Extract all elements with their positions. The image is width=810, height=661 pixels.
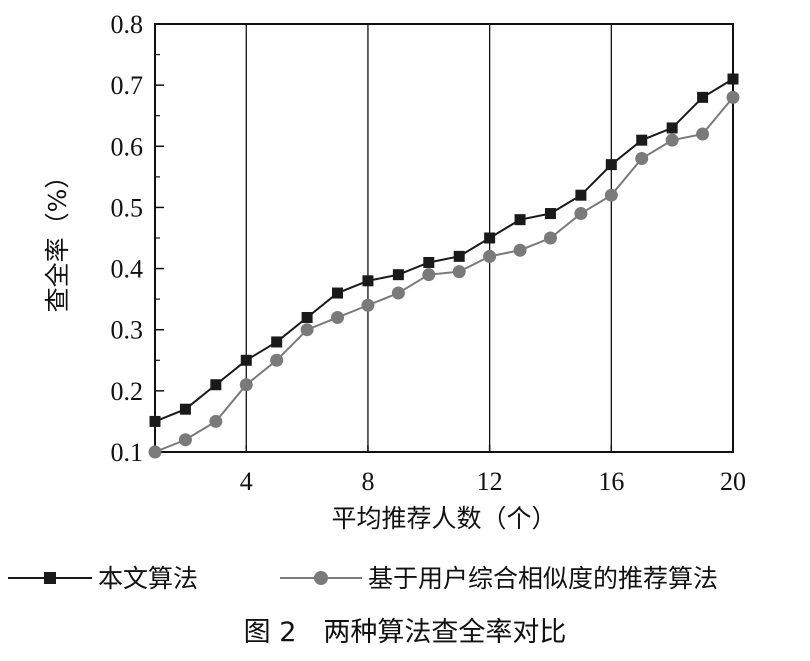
data-point-square: [271, 336, 283, 348]
data-point-square: [179, 403, 191, 415]
data-point-square: [697, 91, 709, 103]
data-point-square: [605, 159, 617, 171]
data-point-circle: [726, 90, 740, 104]
data-point-circle: [696, 127, 710, 141]
data-point-circle: [513, 243, 527, 257]
data-point-circle: [331, 310, 345, 324]
data-point-circle: [635, 152, 649, 166]
y-tick-label: 0.4: [111, 255, 144, 284]
data-point-circle: [391, 286, 405, 300]
data-point-square: [362, 275, 374, 287]
x-tick-label: 4: [240, 467, 253, 496]
data-point-square: [636, 134, 648, 146]
data-point-square: [149, 415, 161, 427]
data-point-circle: [148, 445, 162, 459]
data-point-circle: [178, 433, 192, 447]
legend-marker-square: [44, 572, 56, 584]
data-point-square: [484, 232, 496, 244]
data-point-square: [727, 73, 739, 85]
legend-label: 基于用户综合相似度的推荐算法: [368, 564, 718, 593]
legend-label: 本文算法: [98, 564, 198, 593]
data-point-circle: [452, 265, 466, 279]
x-tick-label: 20: [720, 467, 746, 496]
data-point-square: [240, 354, 252, 366]
data-point-square: [423, 256, 435, 268]
x-tick-label: 16: [598, 467, 624, 496]
data-point-square: [392, 269, 404, 281]
data-point-circle: [361, 298, 375, 312]
data-point-circle: [239, 378, 253, 392]
data-point-circle: [422, 268, 436, 282]
data-point-circle: [574, 207, 588, 221]
data-point-circle: [209, 414, 223, 428]
data-point-square: [332, 287, 344, 299]
data-point-circle: [300, 323, 314, 337]
series-group: [148, 73, 740, 459]
data-point-square: [544, 208, 556, 220]
series-line: [154, 78, 734, 423]
x-axis-label: 平均推荐人数（个）: [331, 504, 556, 533]
legend-marker-circle: [314, 571, 328, 585]
data-point-square: [453, 250, 465, 262]
data-point-square: [666, 122, 678, 134]
data-point-square: [514, 214, 526, 226]
figure-caption: 图 2 两种算法查全率对比: [244, 617, 567, 648]
y-tick-label: 0.5: [111, 193, 144, 222]
y-tick-label: 0.3: [111, 316, 144, 345]
data-point-circle: [665, 133, 679, 147]
data-point-circle: [604, 188, 618, 202]
data-point-circle: [270, 353, 284, 367]
data-point-square: [575, 189, 587, 201]
x-tick-label: 12: [477, 467, 503, 496]
y-tick-label: 0.7: [111, 71, 144, 100]
y-tick-label: 0.6: [111, 132, 144, 161]
data-point-circle: [483, 249, 497, 263]
x-axis: 4 8 12 16 20: [240, 445, 746, 496]
data-point-square: [301, 311, 313, 323]
x-tick-label: 8: [361, 467, 374, 496]
legend: 本文算法 基于用户综合相似度的推荐算法: [8, 564, 718, 593]
y-tick-label: 0.8: [111, 10, 144, 39]
y-tick-label: 0.1: [111, 438, 144, 467]
y-axis: 0.1 0.2 0.3 0.4 0.5 0.6 0.7 0.8: [111, 10, 164, 467]
y-axis-label: 查全率（%）: [43, 164, 72, 313]
y-tick-label: 0.2: [111, 377, 144, 406]
series-line: [154, 96, 734, 453]
data-point-square: [210, 379, 222, 391]
data-point-circle: [543, 231, 557, 245]
